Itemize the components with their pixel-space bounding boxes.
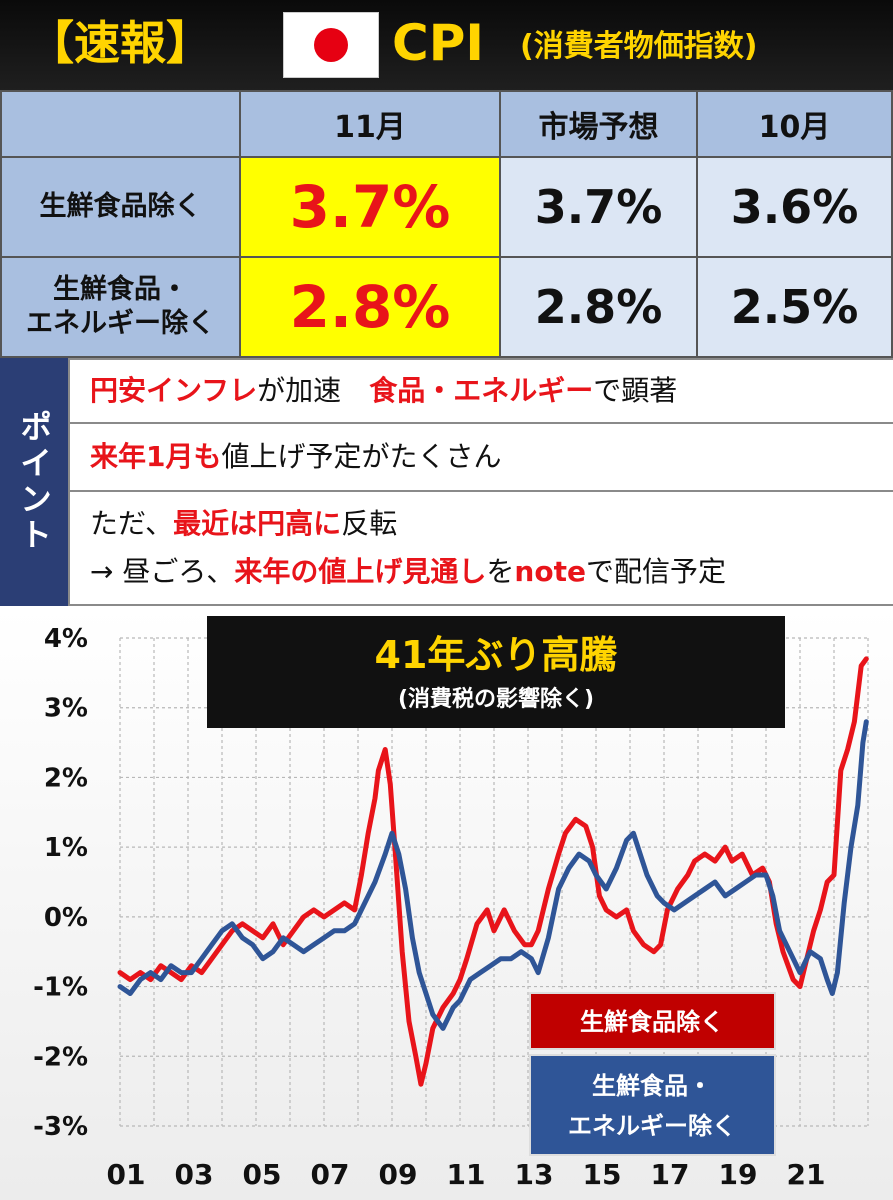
breaking-label: 【速報】 <box>28 16 212 70</box>
point-1-text-d: で顕著 <box>593 374 678 407</box>
point-3-text-c: 反転 <box>341 507 398 540</box>
x-tick-label: 11 <box>447 1158 486 1191</box>
value-corecore-forecast: 2.8% <box>501 258 696 356</box>
point-4-text-c: を <box>486 555 515 588</box>
col-header-nov: 11月 <box>241 92 499 156</box>
y-tick-label: 3% <box>44 694 88 724</box>
y-tick-label: 1% <box>44 833 88 863</box>
x-tick-label: 01 <box>107 1158 146 1191</box>
y-tick-label: 4% <box>44 624 88 654</box>
point-3-line-2: → 昼ごろ、来年の値上げ見通しをnoteで配信予定 <box>90 548 893 596</box>
chart-area: 4% 3% 2% 1% 0% -1% -2% -3% 01 03 05 07 09 11 13 15 17 19… <box>0 608 893 1200</box>
x-tick-label: 09 <box>379 1158 418 1191</box>
legend-corecore-line2: エネルギー除く <box>568 1112 736 1140</box>
y-tick-label: -1% <box>33 973 88 1003</box>
legend-core-box <box>529 992 776 1050</box>
cpi-line-chart: 4% 3% 2% 1% 0% -1% -2% -3% 01 03 05 07 09 11 13 15 17 19… <box>33 616 869 1191</box>
legend-corecore-box <box>529 1054 776 1156</box>
japan-flag-icon <box>283 12 379 78</box>
header-subtitle: (消費者物価指数) <box>520 29 758 64</box>
chart-title-box <box>207 616 785 728</box>
series-line-corecore <box>117 719 869 1031</box>
row-label-corecore: 生鮮食品・ エネルギー除く <box>2 258 239 356</box>
point-2-line: 来年1月も値上げ予定がたくさん <box>90 433 893 481</box>
legend-corecore-line1: 生鮮食品・ <box>592 1072 712 1100</box>
x-tick-label: 13 <box>515 1158 554 1191</box>
x-tick-label: 21 <box>787 1158 826 1191</box>
col-header-forecast: 市場予想 <box>501 92 696 156</box>
row-label-core-text: 生鮮食品除く <box>39 191 202 222</box>
value-core-forecast: 3.7% <box>501 158 696 256</box>
y-tick-label: -2% <box>33 1042 88 1072</box>
col-header-oct: 10月 <box>698 92 891 156</box>
point-1: 円安インフレが加速 食品・エネルギーで顕著 <box>70 360 893 422</box>
value-corecore-oct: 2.5% <box>698 258 891 356</box>
point-4-emph-b: 来年の値上げ見通し <box>234 555 487 588</box>
row-label-corecore-line2: エネルギー除く <box>26 308 215 339</box>
x-tick-label: 17 <box>651 1158 690 1191</box>
point-3-emph-b: 最近は円高に <box>173 507 342 540</box>
row-label-corecore-line1: 生鮮食品・ <box>53 274 188 305</box>
x-tick-label: 19 <box>719 1158 758 1191</box>
point-4-text-a: → 昼ごろ、 <box>90 555 235 588</box>
x-tick-label: 15 <box>583 1158 622 1191</box>
value-core-nov: 3.7% <box>241 158 499 256</box>
y-tick-label: -3% <box>33 1112 88 1142</box>
value-corecore-nov: 2.8% <box>241 258 499 356</box>
x-tick-label: 07 <box>311 1158 350 1191</box>
legend-core-label: 生鮮食品除く <box>580 1008 724 1036</box>
point-4-emph-d: note <box>514 555 586 588</box>
y-tick-label: 0% <box>44 903 88 933</box>
point-3: ただ、最近は円高に反転 → 昼ごろ、来年の値上げ見通しをnoteで配信予定 <box>70 492 893 604</box>
point-3-text-a: ただ、 <box>90 507 174 540</box>
points-side-label: ポイント <box>0 358 68 606</box>
header-banner: 【速報】 CPI (消費者物価指数) <box>0 0 893 90</box>
row-label-core: 生鮮食品除く <box>2 158 239 256</box>
header-title: CPI <box>392 14 484 72</box>
y-tick-label: 2% <box>44 763 88 793</box>
table-corner <box>2 92 239 156</box>
point-1-text-b: が加速 <box>257 374 370 407</box>
point-3-line-1: ただ、最近は円高に反転 <box>90 500 893 548</box>
point-1-emph-c: 食品・エネルギー <box>369 374 594 407</box>
x-tick-label: 05 <box>243 1158 282 1191</box>
x-tick-label: 03 <box>175 1158 214 1191</box>
point-1-line: 円安インフレが加速 食品・エネルギーで顕著 <box>90 367 893 415</box>
point-2-emph-a: 来年1月も <box>90 440 222 473</box>
chart-title: 41年ぶり高騰 <box>375 633 618 677</box>
flag-disc <box>314 28 348 62</box>
value-core-oct: 3.6% <box>698 158 891 256</box>
point-4-text-e: で配信予定 <box>585 555 726 588</box>
points-label-text: ポイント <box>15 410 53 554</box>
chart-subtitle: (消費税の影響除く) <box>398 686 594 712</box>
point-2-text-b: 値上げ予定がたくさん <box>221 440 502 473</box>
point-1-emph-a: 円安インフレ <box>90 374 258 407</box>
point-2: 来年1月も値上げ予定がたくさん <box>70 424 893 490</box>
